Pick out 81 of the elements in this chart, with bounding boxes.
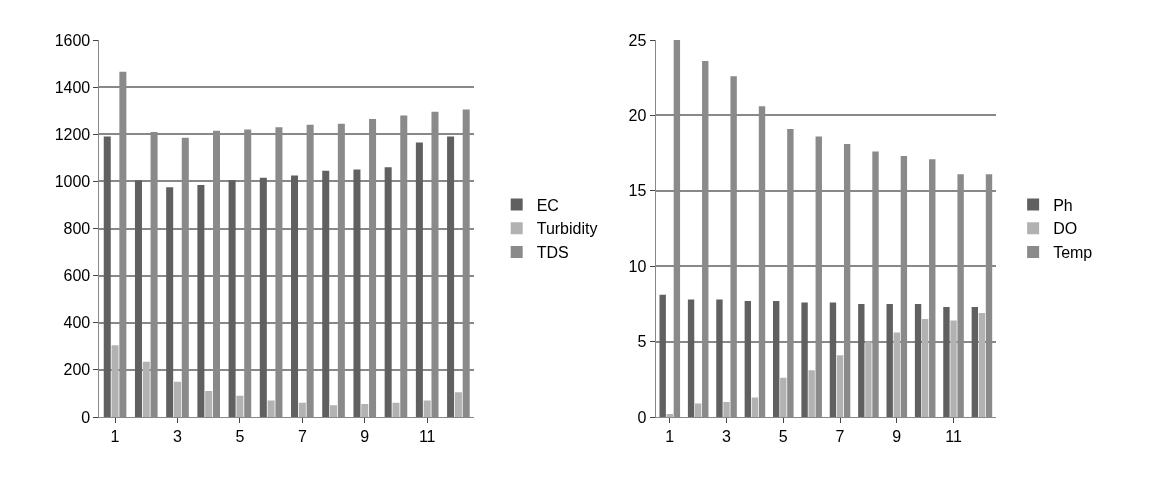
x-tick-label: 1 [665, 428, 675, 446]
bar [666, 413, 673, 417]
bar [808, 370, 815, 417]
bar [773, 300, 780, 417]
bar [716, 299, 723, 417]
y-tick-label: 1000 [54, 172, 91, 190]
bar [921, 318, 929, 417]
bar [298, 402, 306, 417]
bar [865, 341, 872, 417]
bar [744, 300, 752, 417]
bar [205, 391, 213, 417]
bar [914, 303, 922, 417]
y-tick-label: 1200 [54, 125, 91, 143]
x-tick-label: 11 [418, 428, 436, 446]
y-tick-label: 800 [63, 220, 91, 238]
bar [978, 312, 986, 417]
bar [723, 401, 730, 417]
x-tick-label: 5 [778, 428, 788, 446]
x-tick-label: 3 [722, 428, 732, 446]
bar [384, 167, 392, 417]
x-tick-label: 3 [173, 428, 183, 446]
x-tick-label: 9 [892, 428, 902, 446]
bar [971, 306, 979, 417]
y-tick-label: 5 [637, 333, 647, 351]
legend-label: Temp [1053, 244, 1093, 262]
y-tick-label: 200 [63, 361, 91, 379]
bar [322, 170, 330, 417]
bar [259, 177, 267, 417]
bar [423, 400, 431, 417]
bar [454, 392, 462, 417]
bar [659, 294, 666, 417]
bar [173, 381, 181, 417]
bar [415, 142, 423, 417]
bar [886, 303, 893, 417]
bar [943, 306, 950, 417]
y-tick-label: 0 [81, 408, 91, 426]
y-tick-label: 600 [63, 267, 91, 285]
x-tick-label: 11 [945, 428, 962, 446]
bar [166, 187, 174, 417]
bar [142, 361, 150, 417]
bar [267, 400, 275, 417]
y-tick-label: 20 [628, 107, 647, 124]
y-tick-label: 25 [628, 31, 647, 49]
bar [330, 405, 338, 417]
bar [361, 404, 369, 417]
bar [694, 403, 702, 417]
legend-label: DO [1053, 220, 1078, 238]
bar [197, 184, 205, 417]
bar [829, 302, 837, 417]
bar [111, 345, 119, 417]
bar [801, 302, 808, 417]
legend-label: EC [536, 196, 559, 214]
bar [291, 175, 299, 417]
bar [353, 169, 361, 417]
bar [134, 180, 142, 417]
bar [228, 180, 236, 417]
bar [447, 136, 455, 417]
y-tick-label: 10 [628, 257, 647, 275]
legend-label: Turbidity [536, 220, 598, 238]
x-tick-label: 9 [360, 428, 370, 446]
x-tick-label: 7 [297, 428, 307, 446]
bar [687, 299, 695, 417]
bar [751, 397, 759, 417]
bar [103, 136, 111, 417]
bar [858, 303, 865, 417]
y-tick-label: 1400 [54, 78, 91, 96]
legend-label: Ph [1053, 196, 1073, 214]
bar [893, 332, 900, 417]
y-tick-label: 15 [628, 182, 647, 200]
y-tick-label: 1600 [54, 31, 91, 49]
bar [950, 320, 957, 417]
bar [392, 402, 400, 417]
bar [236, 395, 244, 417]
x-tick-label: 5 [235, 428, 245, 446]
x-tick-label: 1 [110, 428, 120, 446]
bar [836, 355, 844, 417]
bar [780, 377, 787, 417]
x-tick-label: 7 [835, 428, 845, 446]
y-tick-label: 0 [637, 408, 647, 426]
y-tick-label: 400 [63, 314, 91, 332]
legend-label: TDS [536, 244, 569, 262]
